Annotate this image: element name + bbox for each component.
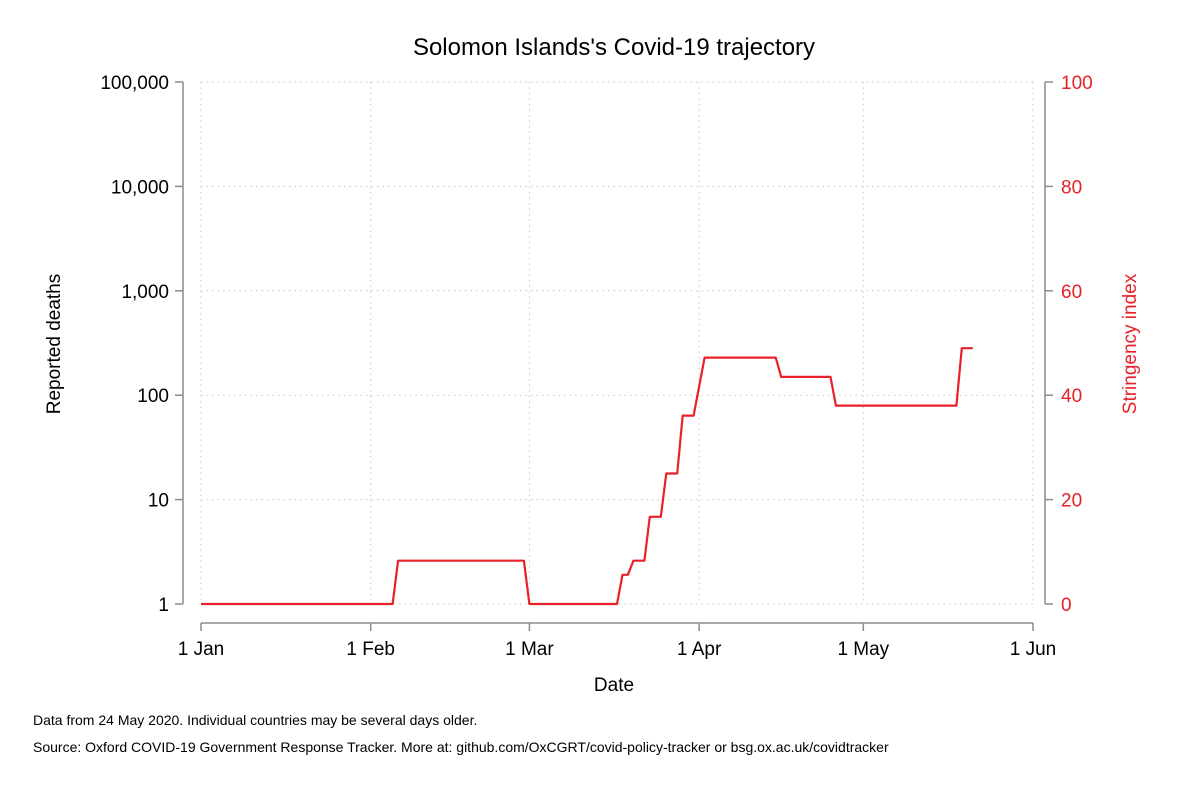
right-axis: 0 20 40 60 80 100 [1044, 73, 1093, 616]
right-tick-label: 80 [1061, 177, 1082, 198]
left-tick-label: 1 [158, 595, 169, 616]
left-tick-label: 10 [148, 491, 169, 512]
left-tick-label: 1,000 [121, 282, 169, 303]
right-tick-label: 20 [1061, 491, 1082, 512]
right-tick-label: 60 [1061, 282, 1082, 303]
x-tick-label: 1 Jan [178, 639, 224, 660]
grid-lines [200, 81, 1034, 605]
y-axis-left-label: Reported deaths [44, 274, 65, 415]
footnote-source: Source: Oxford COVID-19 Government Respo… [33, 739, 889, 755]
y-axis-right-label: Stringency index [1120, 273, 1141, 414]
stringency-line [201, 347, 973, 606]
right-tick-label: 40 [1061, 386, 1082, 407]
x-tick-label: 1 Apr [677, 639, 722, 660]
x-tick-label: 1 Mar [505, 639, 554, 660]
x-tick-label: 1 Feb [346, 639, 395, 660]
left-tick-label: 100,000 [100, 73, 169, 94]
right-tick-label: 0 [1061, 595, 1072, 616]
x-axis: 1 Jan 1 Feb 1 Mar 1 Apr 1 May 1 Jun [178, 622, 1056, 660]
left-tick-label: 10,000 [111, 177, 169, 198]
right-tick-label: 100 [1061, 73, 1093, 94]
x-tick-label: 1 Jun [1010, 639, 1056, 660]
footnote-data-date: Data from 24 May 2020. Individual countr… [33, 712, 478, 728]
series-group [201, 347, 973, 606]
x-tick-label: 1 May [837, 639, 889, 660]
left-tick-label: 100 [137, 386, 169, 407]
x-axis-label: Date [594, 675, 634, 696]
chart-title: Solomon Islands's Covid-19 trajectory [413, 34, 815, 61]
left-axis: 1 10 100 1,000 10,000 100,000 [100, 73, 184, 616]
